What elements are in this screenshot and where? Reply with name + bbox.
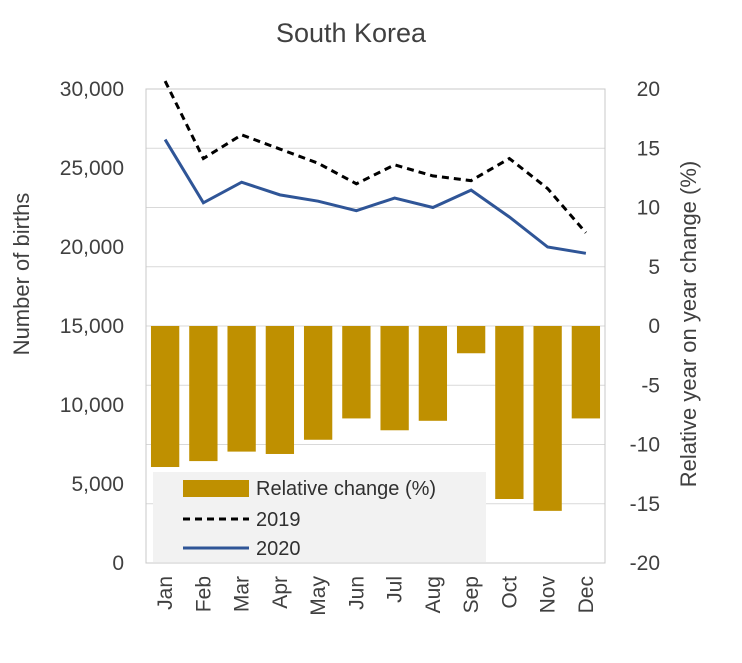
- legend-label: 2019: [256, 509, 301, 531]
- line-series: [163, 80, 588, 255]
- y2-tick-label: -10: [630, 434, 660, 457]
- x-tick-label: Feb: [192, 576, 215, 612]
- x-tick-label: Jun: [345, 576, 368, 610]
- chart-title: South Korea: [276, 18, 427, 48]
- bar: [227, 326, 256, 452]
- legend: Relative change (%) 2019 2020: [183, 478, 436, 560]
- y2-tick-label: 15: [637, 137, 660, 160]
- bar: [456, 326, 486, 354]
- bar: [189, 326, 218, 462]
- plot-area-border: [145, 88, 606, 564]
- bar: [418, 326, 448, 421]
- y-tick-label: 25,000: [60, 157, 124, 180]
- y-tick-label: 15,000: [60, 315, 124, 338]
- x-tick-label: Sep: [460, 576, 483, 613]
- x-axis-ticks: Jan Feb Mar Apr May Jun Jul Aug Sep Oct Nov Dec: [154, 576, 598, 616]
- legend-label: 2020: [256, 538, 301, 560]
- y2-tick-label: -20: [630, 552, 660, 575]
- y-tick-label: 0: [112, 552, 124, 575]
- y2-tick-label: 10: [637, 197, 660, 220]
- bar-series: [150, 326, 601, 511]
- line-2020: [163, 138, 587, 255]
- legend-label: Relative change (%): [256, 478, 436, 500]
- x-tick-label: Dec: [575, 576, 598, 613]
- bar: [495, 326, 524, 500]
- x-tick-label: Aug: [422, 576, 445, 613]
- x-tick-label: Oct: [498, 576, 521, 609]
- x-tick-label: Jan: [154, 576, 177, 610]
- y-tick-label: 20,000: [60, 236, 124, 259]
- x-tick-label: Mar: [231, 576, 254, 612]
- y2-tick-label: 0: [648, 315, 660, 338]
- y-axis-label: Number of births: [9, 193, 34, 356]
- y-tick-label: 5,000: [71, 473, 124, 496]
- line-2019: [163, 80, 588, 234]
- bar: [342, 326, 371, 419]
- bar: [533, 326, 562, 511]
- left-axis-ticks: 0 5,000 10,000 15,000 20,000 25,000 30,000: [60, 78, 124, 575]
- y2-tick-label: -5: [641, 374, 660, 397]
- y2-tick-label: -15: [630, 493, 660, 516]
- bar: [150, 326, 180, 468]
- x-tick-label: Jul: [384, 576, 407, 603]
- x-tick-label: May: [307, 576, 330, 616]
- bar: [303, 326, 333, 440]
- y-tick-label: 30,000: [60, 78, 124, 101]
- y2-tick-label: 20: [637, 78, 660, 101]
- legend-swatch: [183, 480, 249, 497]
- x-tick-label: Apr: [269, 576, 292, 609]
- right-axis-ticks: -20 -15 -10 -5 0 5 10 15 20: [630, 78, 660, 575]
- bar: [571, 326, 601, 419]
- y2-axis-label: Relative year on year change (%): [676, 161, 701, 488]
- x-tick-label: Nov: [537, 576, 560, 614]
- y2-tick-label: 5: [648, 256, 660, 279]
- bar: [380, 326, 409, 431]
- bar: [265, 326, 295, 454]
- y-tick-label: 10,000: [60, 394, 124, 417]
